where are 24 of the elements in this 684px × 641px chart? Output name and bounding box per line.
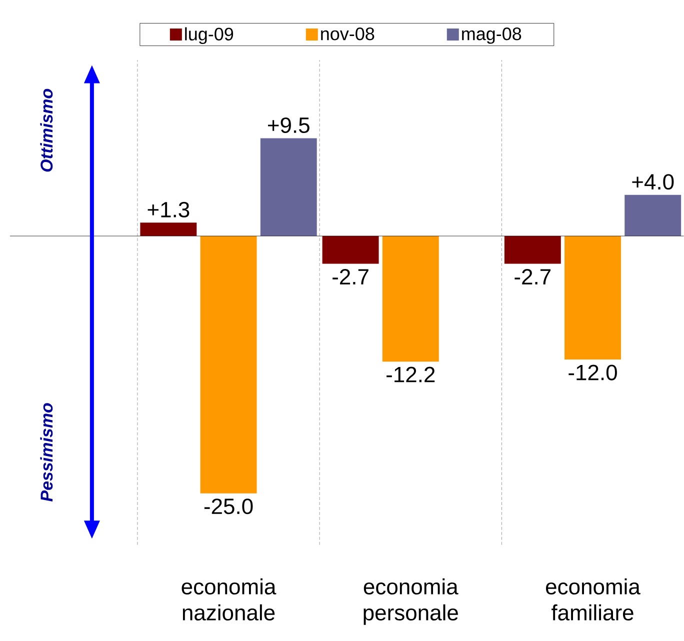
legend-label: nov-08 bbox=[321, 28, 374, 40]
annotation: Ottimismo bbox=[40, 89, 53, 172]
bar bbox=[200, 236, 257, 494]
bar bbox=[382, 236, 439, 362]
bar bbox=[504, 236, 561, 264]
x-tick-label: economia personale bbox=[364, 578, 458, 625]
data-label: -12.2 bbox=[386, 366, 435, 382]
bar bbox=[140, 222, 197, 236]
data-label: +9.5 bbox=[268, 118, 310, 134]
data-label: -2.7 bbox=[332, 269, 368, 284]
legend-label: lug-09 bbox=[185, 27, 234, 44]
data-label: +1.3 bbox=[148, 202, 190, 218]
bar bbox=[564, 236, 621, 360]
x-tick-label: economia familiare bbox=[546, 578, 640, 621]
bar bbox=[260, 138, 317, 236]
bar bbox=[322, 236, 379, 264]
x-tick-label: economia nazionale bbox=[182, 578, 276, 621]
legend-label: mag-08 bbox=[462, 28, 522, 44]
annotation: Pessimismo bbox=[40, 403, 53, 502]
data-label: -2.7 bbox=[514, 269, 550, 284]
bar bbox=[624, 194, 682, 236]
data-label: +4.0 bbox=[632, 174, 674, 190]
data-label: -25.0 bbox=[204, 498, 253, 514]
data-label: -12.0 bbox=[568, 364, 617, 380]
